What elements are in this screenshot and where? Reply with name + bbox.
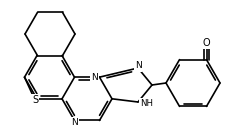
Text: N: N xyxy=(71,118,78,127)
Text: NH: NH xyxy=(140,99,153,108)
Text: N: N xyxy=(135,62,141,71)
Text: N: N xyxy=(91,73,98,82)
Text: S: S xyxy=(32,95,38,105)
Text: O: O xyxy=(203,38,210,48)
